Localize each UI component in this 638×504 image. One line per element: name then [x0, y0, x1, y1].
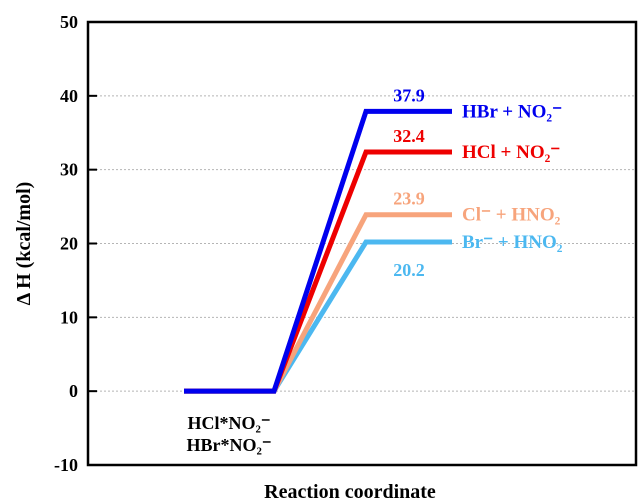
value-label: 20.2	[393, 260, 425, 280]
reactant-label-hcl: HCl*NO₂⁻	[188, 413, 271, 433]
x-axis-title: Reaction coordinate	[264, 481, 436, 503]
value-label: 32.4	[393, 126, 425, 146]
y-axis-title: Δ H (kcal/mol)	[13, 182, 35, 306]
value-label: 23.9	[393, 189, 425, 209]
y-tick-label: 30	[60, 160, 78, 180]
y-tick-label: 50	[60, 12, 78, 32]
series-name-label: HCl + NO₂⁻	[462, 142, 560, 163]
y-tick-label: 40	[60, 86, 78, 106]
gridlines	[88, 95, 636, 392]
series-line	[184, 108, 452, 394]
y-tick-label: 20	[60, 234, 78, 254]
y-axis-ticks: -10 0 10 20 30 40 50	[54, 12, 97, 475]
reactant-label-hbr: HBr*NO₂⁻	[187, 435, 272, 455]
series-name-label: Br⁻ + HNO₂	[462, 232, 563, 253]
y-tick-label: -10	[54, 455, 78, 475]
series-labels: 37.9 HBr + NO₂⁻ 32.4 HCl + NO₂⁻ 23.9 Cl⁻ + HN…	[393, 85, 562, 280]
y-tick-label: 10	[60, 307, 78, 327]
y-tick-label: 0	[69, 381, 78, 401]
value-label: 37.9	[393, 85, 425, 105]
series-lines	[184, 108, 452, 394]
series-name-label: Cl⁻ + HNO₂	[462, 205, 561, 226]
series-name-label: HBr + NO₂⁻	[462, 101, 562, 122]
